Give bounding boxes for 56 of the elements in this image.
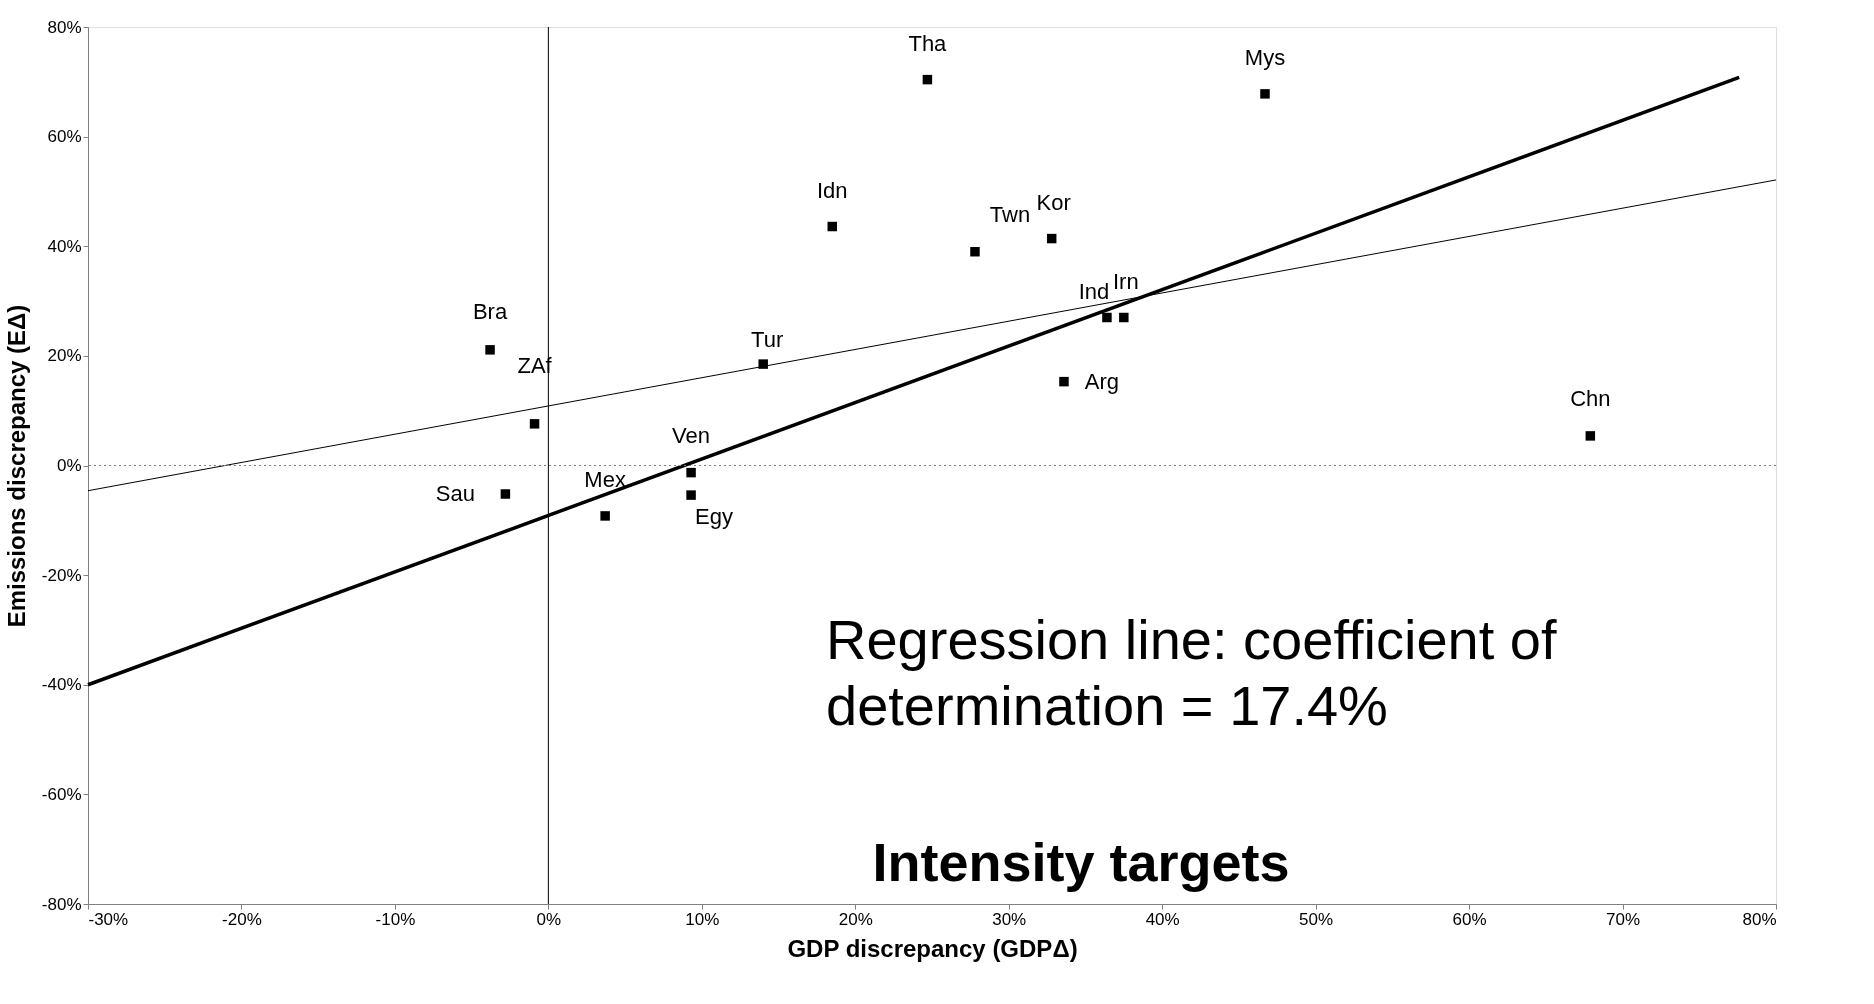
annotation: Chn: [1570, 385, 1611, 411]
x-tick-label: 30%: [992, 909, 1027, 929]
annotation: Egy: [695, 504, 734, 530]
y-tick-label: 40%: [47, 236, 82, 256]
x-tick-label: -10%: [375, 909, 416, 929]
annotation: Tha: [908, 30, 948, 56]
annotation: Sau: [435, 481, 475, 506]
y-axis-title: Emissions discrepancy (EΔ): [2, 304, 30, 628]
y-tick-label: -20%: [41, 565, 82, 585]
y-tick-label: -80%: [41, 894, 82, 914]
x-tick-label: -30%: [88, 909, 129, 929]
x-tick-label: 60%: [1452, 909, 1487, 929]
y-tick-label: 80%: [47, 17, 82, 37]
x-tick-label: 80%: [1742, 909, 1777, 929]
annotation: Mys: [1244, 44, 1286, 70]
point: [686, 467, 696, 478]
annotation: Arg: [1084, 368, 1120, 394]
point: [529, 419, 540, 429]
point: [1260, 89, 1270, 99]
annotation: Mex: [584, 466, 626, 492]
point: [1119, 312, 1129, 323]
annotation: Ind: [1078, 278, 1110, 304]
text: Intensity targets: [872, 832, 1290, 892]
x-tick-label: 20%: [838, 909, 873, 929]
point: [686, 490, 696, 500]
annotation: Regression line: coefficient of determination = 17.4%: [826, 608, 1557, 737]
point: [922, 74, 933, 85]
x-tick-label: 50%: [1299, 909, 1334, 929]
point: [1585, 431, 1596, 441]
y-tick-label: 20%: [47, 346, 82, 366]
x-axis-title: GDP discrepancy (GDPΔ): [787, 934, 1078, 962]
point: [1046, 233, 1057, 244]
point: [500, 489, 511, 499]
x-tick-label: 40%: [1145, 909, 1180, 929]
y-tick-label: -60%: [41, 784, 82, 804]
annotation: Twn: [989, 201, 1031, 227]
point: [970, 246, 980, 257]
point: [827, 221, 837, 232]
point: [1059, 376, 1069, 387]
annotation: Idn: [816, 177, 848, 203]
annotation: Irn: [1112, 268, 1139, 294]
x-tick-label: 70%: [1606, 909, 1641, 929]
point: [600, 511, 610, 521]
y-tick-label: 60%: [47, 127, 82, 147]
annotation: Ven: [672, 422, 711, 448]
point: [485, 345, 495, 355]
point: [758, 359, 768, 369]
y-tick-label: -40%: [41, 675, 82, 695]
y-tick-label: 0%: [56, 456, 82, 475]
annotation: Tur: [751, 327, 784, 353]
x-tick-label: -20%: [222, 909, 262, 929]
point: [1102, 312, 1112, 323]
annotation: Kor: [1036, 189, 1071, 215]
x-tick-label: 0%: [536, 909, 562, 929]
x-tick-label: 10%: [685, 909, 720, 929]
annotation: Bra: [472, 298, 508, 324]
